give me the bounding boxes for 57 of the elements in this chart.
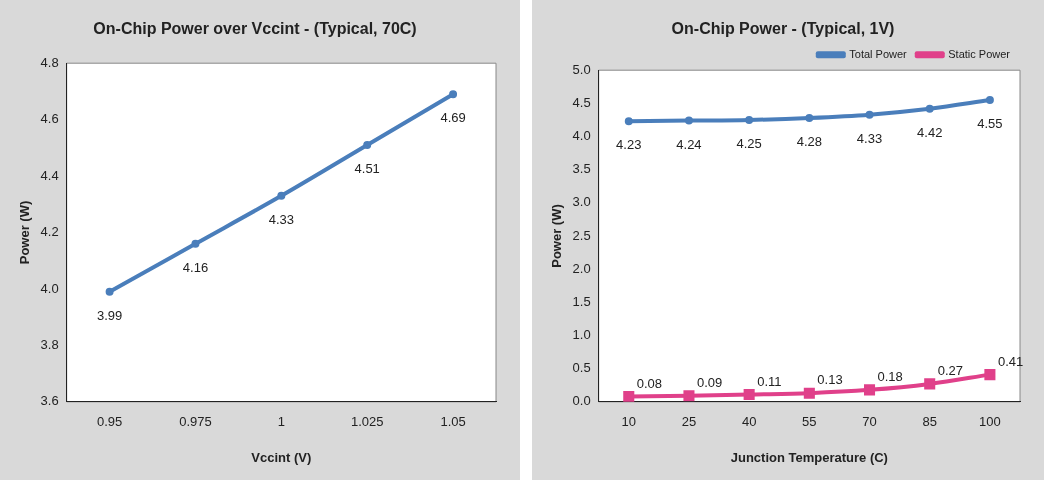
data-label: 4.28 bbox=[796, 134, 822, 150]
data-label: 3.99 bbox=[96, 307, 123, 323]
chart-title: On-Chip Power - (Typical, 1V) bbox=[671, 20, 895, 38]
x-tick-label: 40 bbox=[741, 414, 757, 430]
data-label: 4.33 bbox=[268, 211, 294, 227]
x-tick-label: 1 bbox=[277, 414, 285, 430]
y-tick-label: 4.0 bbox=[572, 128, 591, 144]
data-label: 4.51 bbox=[354, 161, 380, 177]
data-label: 0.27 bbox=[937, 362, 964, 378]
x-tick-label: 70 bbox=[862, 414, 877, 430]
data-label: 4.23 bbox=[616, 137, 642, 153]
y-tick-label: 2.5 bbox=[572, 227, 591, 243]
data-label: 4.55 bbox=[977, 116, 1003, 132]
data-label: 0.41 bbox=[997, 353, 1024, 369]
legend-label: Static Power bbox=[948, 47, 1011, 60]
data-label: 4.25 bbox=[736, 136, 762, 152]
y-tick-label: 3.0 bbox=[572, 194, 591, 210]
y-tick-label: 4.6 bbox=[40, 111, 59, 127]
data-label: 0.11 bbox=[757, 373, 782, 389]
x-tick-label: 10 bbox=[621, 414, 636, 430]
x-axis-title: Junction Temperature (C) bbox=[730, 449, 888, 465]
y-tick-label: 0.5 bbox=[572, 360, 591, 376]
x-tick-label: 100 bbox=[979, 414, 1001, 430]
data-label: 0.08 bbox=[636, 375, 663, 391]
y-tick-label: 0.0 bbox=[572, 393, 591, 409]
y-tick-label: 1.5 bbox=[572, 293, 591, 309]
y-tick-label: 5.0 bbox=[572, 61, 591, 77]
data-label: 4.42 bbox=[917, 124, 943, 140]
y-axis-title: Power (W) bbox=[17, 200, 33, 265]
y-tick-label: 3.6 bbox=[40, 393, 59, 409]
x-tick-label: 0.975 bbox=[179, 414, 212, 430]
y-tick-label: 4.4 bbox=[40, 167, 59, 183]
y-axis-title: Power (W) bbox=[549, 204, 565, 268]
y-tick-label: 2.0 bbox=[572, 260, 591, 276]
data-label: 4.33 bbox=[856, 130, 883, 146]
y-tick-label: 4.8 bbox=[40, 54, 59, 70]
y-tick-label: 4.0 bbox=[40, 280, 59, 296]
data-label: 0.13 bbox=[817, 372, 843, 388]
chart-title: On-Chip Power over Vccint - (Typical, 70C) bbox=[93, 20, 417, 38]
x-tick-label: 85 bbox=[922, 414, 937, 430]
y-tick-label: 4.5 bbox=[572, 94, 591, 110]
x-tick-label: 1.025 bbox=[350, 414, 384, 430]
y-tick-label: 3.8 bbox=[40, 336, 59, 352]
y-tick-label: 3.5 bbox=[572, 161, 591, 177]
y-tick-label: 1.0 bbox=[572, 327, 591, 343]
legend-label: Total Power bbox=[849, 47, 908, 60]
x-tick-label: 25 bbox=[681, 414, 697, 430]
data-label: 4.16 bbox=[182, 259, 209, 275]
data-label: 4.69 bbox=[440, 110, 466, 126]
x-tick-label: 0.95 bbox=[96, 414, 123, 430]
data-label: 0.18 bbox=[877, 368, 903, 384]
data-label: 0.09 bbox=[696, 374, 723, 390]
x-axis-title: Vccint (V) bbox=[251, 449, 312, 465]
x-tick-label: 55 bbox=[802, 414, 817, 430]
x-tick-label: 1.05 bbox=[440, 414, 466, 430]
y-tick-label: 4.2 bbox=[40, 224, 59, 240]
data-label: 4.24 bbox=[676, 136, 702, 152]
